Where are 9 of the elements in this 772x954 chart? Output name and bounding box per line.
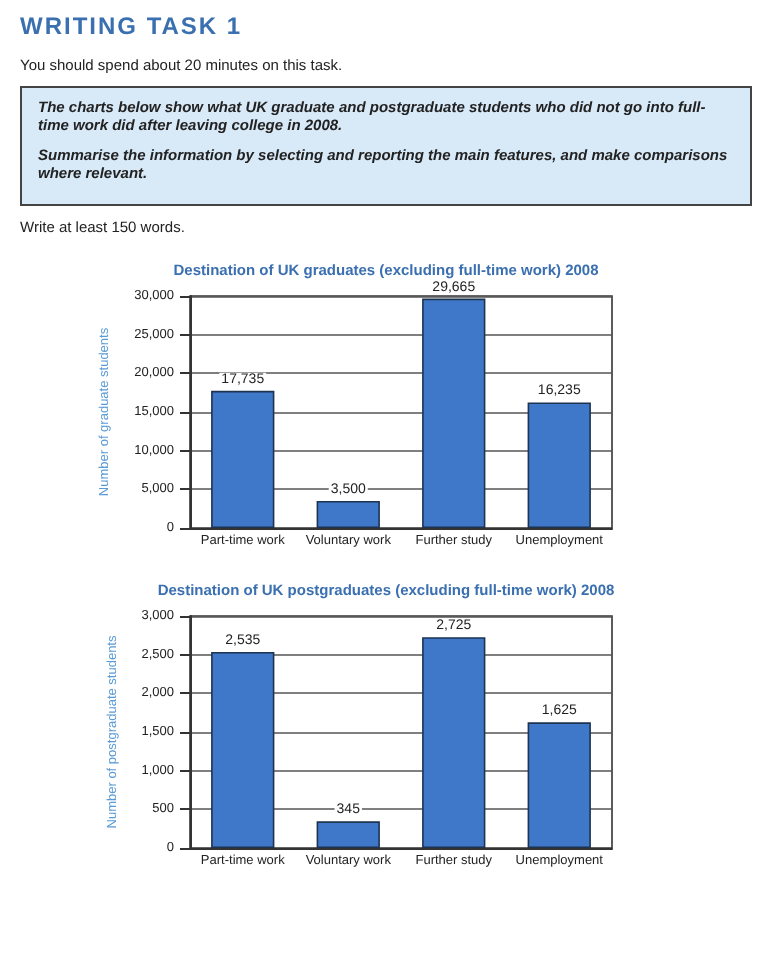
bar — [316, 821, 380, 848]
bar — [527, 722, 591, 848]
bar — [422, 637, 486, 848]
bar — [211, 390, 275, 528]
bar — [422, 298, 486, 528]
bar — [527, 402, 591, 528]
text: WRITING TASK 1 — [20, 12, 245, 40]
bar — [211, 651, 275, 848]
bar — [316, 500, 380, 528]
